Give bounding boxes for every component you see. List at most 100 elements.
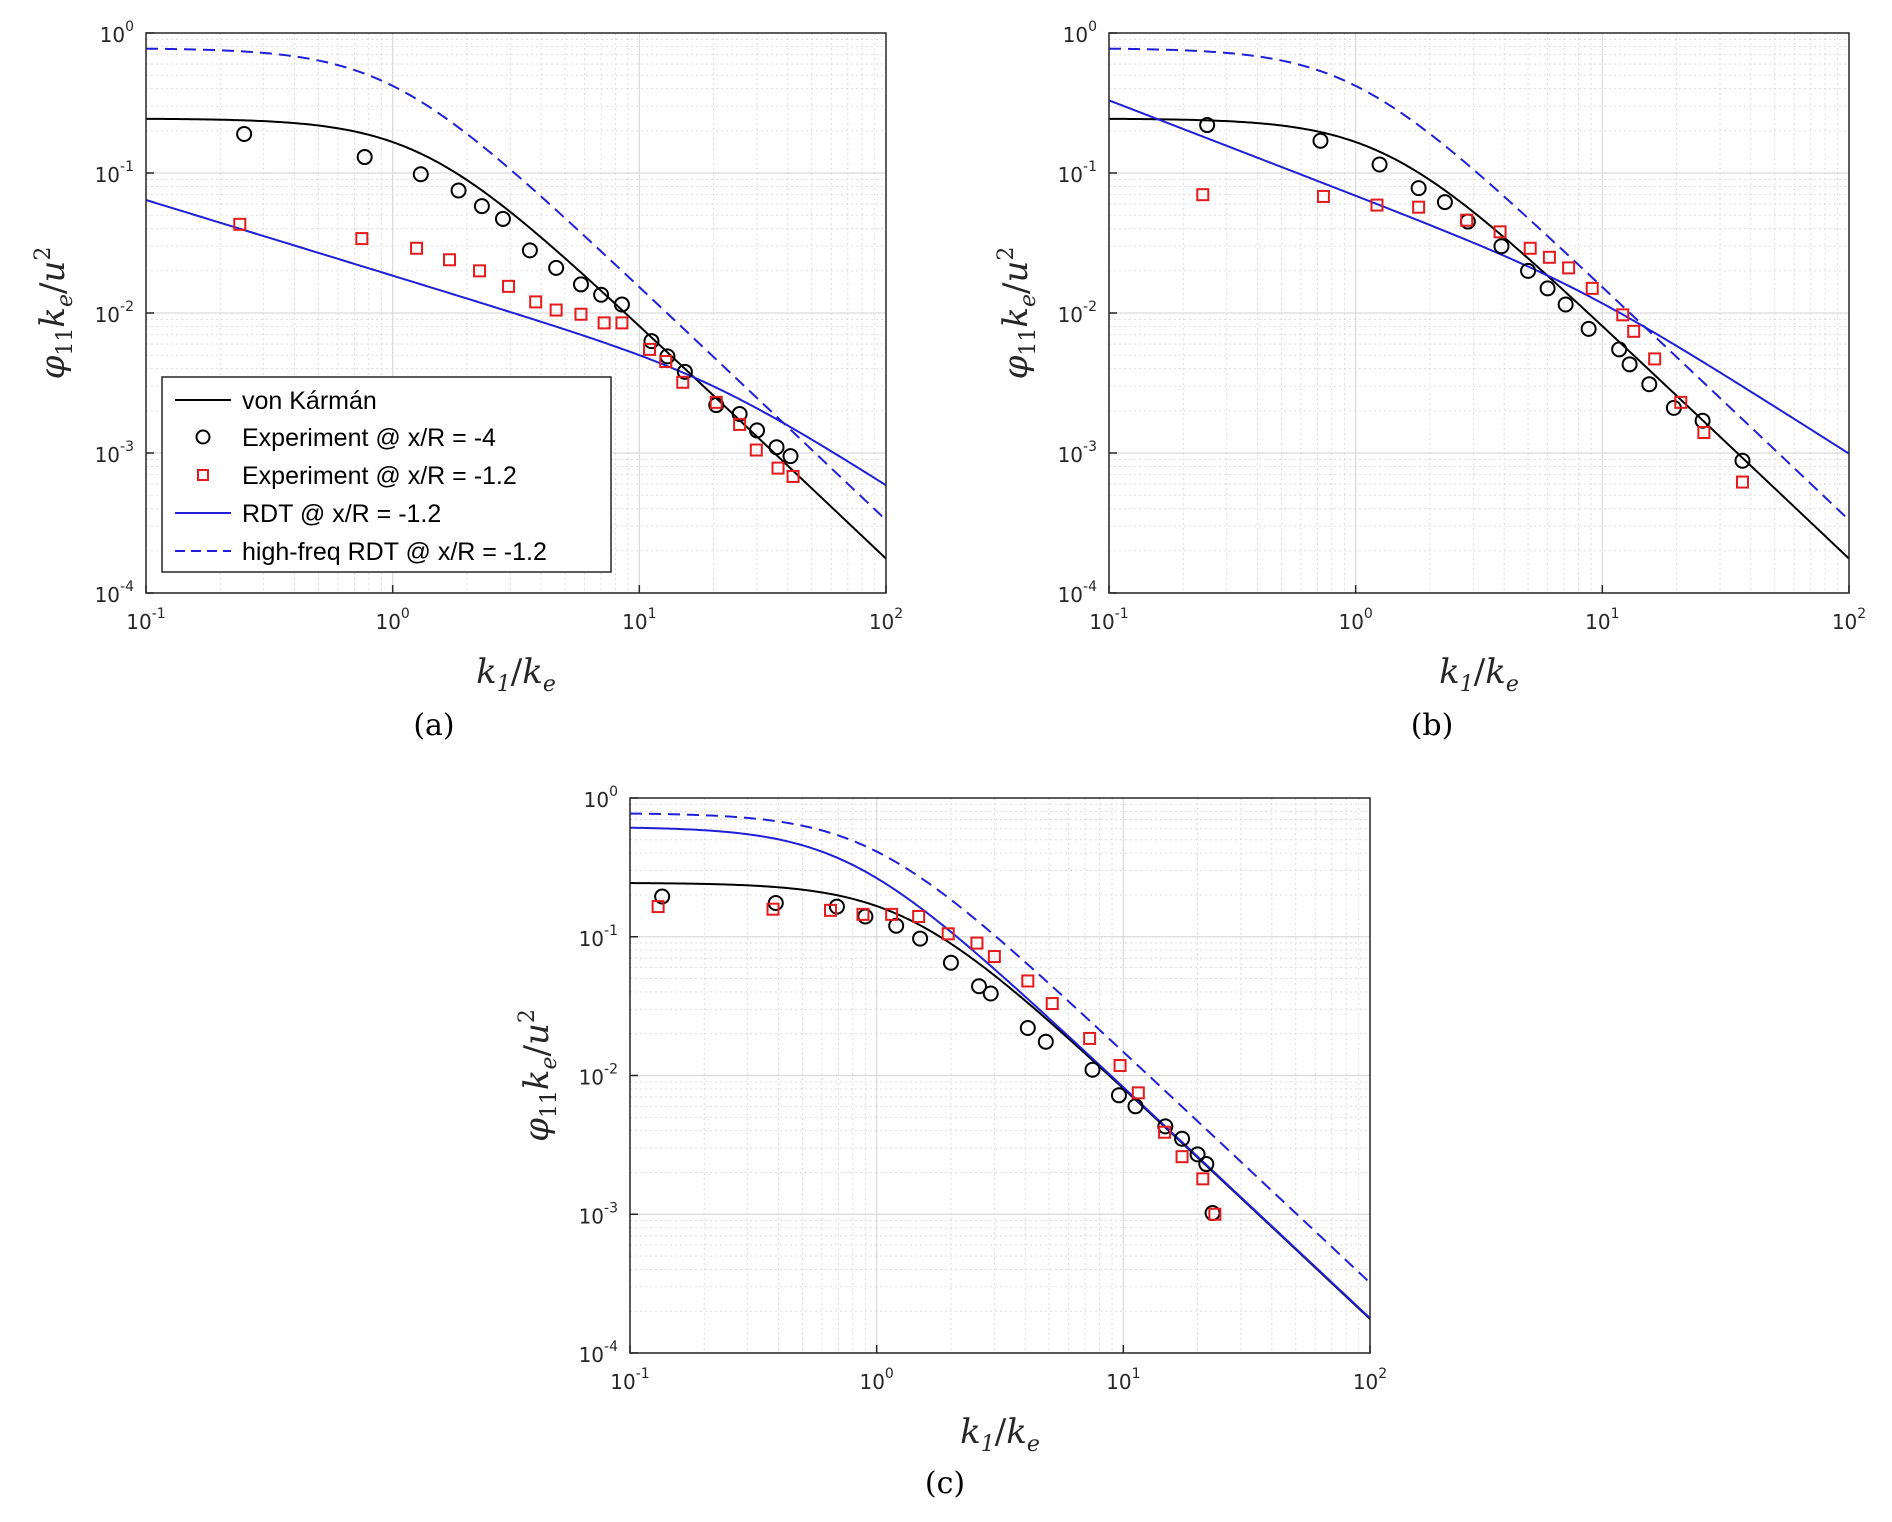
data-point-circle xyxy=(1084,1061,1101,1078)
x-axis-label: k1/ke xyxy=(960,1412,1040,1457)
x-tick-exponent: 0 xyxy=(1364,606,1373,622)
y-tick-exponent: -4 xyxy=(604,1339,618,1355)
curve-von-karman xyxy=(146,117,886,560)
x-tick-exponent: -1 xyxy=(636,1366,650,1382)
x-tick-exponent: 2 xyxy=(894,606,903,622)
data-point-square xyxy=(1493,225,1507,239)
curve-high-freq-a xyxy=(146,47,886,521)
y-tick-label: 10-2 xyxy=(579,1062,618,1090)
y-tick-label: 10-1 xyxy=(1058,159,1097,187)
data-point-square xyxy=(1735,475,1749,489)
data-point-circle xyxy=(982,985,999,1002)
data-point-circle xyxy=(912,930,929,947)
x-tick-label: 102 xyxy=(1353,1366,1387,1394)
y-axis-label-k: k xyxy=(33,307,73,328)
data-point-circle xyxy=(1199,117,1216,134)
x-tick-exponent: -1 xyxy=(152,606,166,622)
curve-rdt-a xyxy=(146,199,886,487)
data-point-square xyxy=(1131,1086,1145,1100)
y-tick-label: 100 xyxy=(100,19,134,47)
data-point-square xyxy=(749,443,763,457)
y-tick-exponent: -2 xyxy=(604,1062,618,1078)
data-point-circle xyxy=(643,333,660,350)
data-point-square xyxy=(676,375,690,389)
data-point-circle xyxy=(708,397,725,414)
y-axis-label-sub: 11 xyxy=(53,328,78,356)
data-point-circle xyxy=(1019,1019,1036,1036)
y-axis-label-ksub: e xyxy=(1016,294,1041,307)
data-point-square xyxy=(651,900,665,914)
x-tick-exponent: -1 xyxy=(1115,606,1129,622)
curve-von-karman xyxy=(1109,117,1849,560)
legend-marker-experiment-x12 xyxy=(197,469,209,481)
y-axis-label-u: u xyxy=(33,261,73,283)
data-point-square xyxy=(549,303,563,317)
data-point-circle xyxy=(1198,1156,1215,1173)
x-tick-label: 102 xyxy=(869,606,903,634)
data-point-square xyxy=(856,907,870,921)
x-tick-label: 102 xyxy=(1832,606,1866,634)
data-point-square xyxy=(912,909,926,923)
y-axis-label-slash: / xyxy=(996,282,1036,294)
caption-c: (c) xyxy=(925,1466,965,1501)
data-point-square xyxy=(643,342,657,356)
y-tick-label: 10-4 xyxy=(579,1339,619,1367)
x-tick-label: 101 xyxy=(1585,606,1619,634)
data-point-circle xyxy=(473,198,490,215)
y-axis-label-sub: 11 xyxy=(1016,328,1041,356)
y-axis-label-u: u xyxy=(996,261,1036,283)
y-axis-label-k: k xyxy=(996,307,1036,328)
x-tick-label: 10-1 xyxy=(610,1366,649,1394)
y-tick-exponent: -3 xyxy=(604,1200,618,1216)
data-point-square xyxy=(1370,198,1384,212)
data-point-square xyxy=(1616,308,1630,322)
data-point-square xyxy=(574,307,588,321)
caption-b: (b) xyxy=(1411,708,1454,743)
data-point-circle xyxy=(1580,320,1597,337)
legend-box xyxy=(161,376,612,573)
data-point-square xyxy=(1412,200,1426,214)
y-axis-label-slash: / xyxy=(33,282,73,294)
x-tick-label: 101 xyxy=(622,606,656,634)
data-point-circle xyxy=(548,259,565,276)
y-tick-label: 10-2 xyxy=(95,299,134,327)
data-point-square xyxy=(1196,1172,1210,1186)
x-axis-label-sub2: e xyxy=(1027,1432,1040,1457)
x-axis-label-slash: / xyxy=(511,652,523,692)
y-axis-label-ksub: e xyxy=(53,294,78,307)
legend: von Kármán Experiment @ x/R = -4 Experim… xyxy=(161,376,612,573)
data-point-circle xyxy=(494,210,511,227)
data-point-circle xyxy=(1557,296,1574,313)
data-point-square xyxy=(786,469,800,483)
data-point-circle xyxy=(676,363,693,380)
data-point-circle xyxy=(1436,194,1453,211)
x-tick-label: 101 xyxy=(1106,1366,1140,1394)
panel-b: 10-1 100 101 10210-410-310-210-1100k1/keφ11… xyxy=(994,19,1866,697)
data-point-circle xyxy=(572,276,589,293)
panel-a: 10-1 100 101 10210-410-310-210-1100k1/keφ11… xyxy=(31,19,903,697)
y-tick-label: 10-1 xyxy=(95,159,134,187)
x-axis-label-sub1: 1 xyxy=(1460,672,1474,697)
y-tick-exponent: -4 xyxy=(120,579,134,595)
data-point-square xyxy=(615,316,629,330)
y-tick-label: 100 xyxy=(1063,19,1097,47)
data-point-circle xyxy=(1410,180,1427,197)
panel-c: 10-1 100 101 10210-410-310-210-1100k1/keφ11… xyxy=(515,784,1387,1457)
data-point-circle xyxy=(731,405,748,422)
legend-marker-experiment-x4 xyxy=(195,429,211,445)
data-point-square xyxy=(1175,1150,1189,1164)
data-point-circle xyxy=(1037,1033,1054,1050)
y-tick-label: 10-3 xyxy=(1058,439,1097,467)
data-point-square xyxy=(502,279,516,293)
y-axis-label-sup: 2 xyxy=(515,1009,540,1023)
data-point-circle xyxy=(236,125,253,142)
data-point-square xyxy=(1697,426,1711,440)
x-tick-exponent: 1 xyxy=(1132,1366,1141,1382)
data-point-circle xyxy=(1621,356,1638,373)
y-tick-exponent: -2 xyxy=(120,299,134,315)
data-point-square xyxy=(1648,352,1662,366)
x-axis-label-k: k xyxy=(476,652,497,692)
x-tick-label: 100 xyxy=(375,606,409,634)
data-point-circle xyxy=(521,242,538,259)
